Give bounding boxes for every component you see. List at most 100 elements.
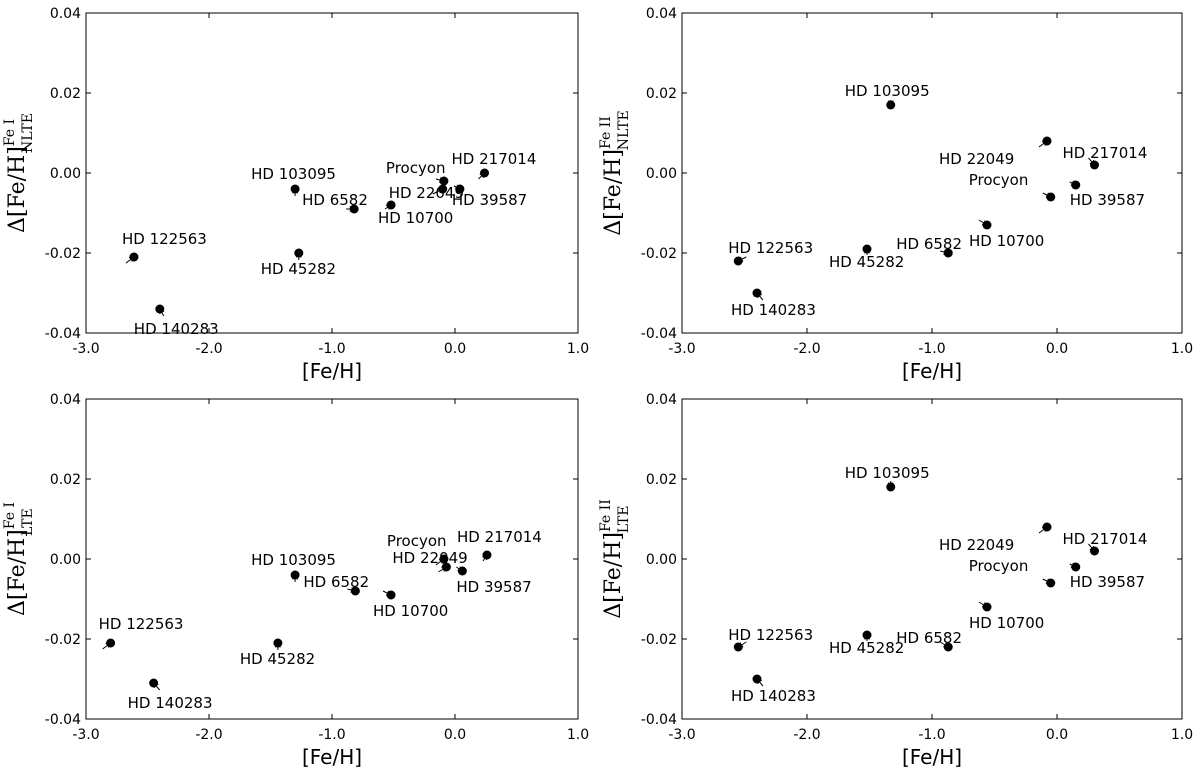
data-point [386,200,396,210]
x-axis-label: [Fe/H] [302,359,362,383]
point-label: HD 10700 [969,232,1044,250]
plot-frame [681,12,1183,334]
point-label: HD 103095 [845,82,930,100]
x-tick-label: -1.0 [918,341,945,357]
y-axis-label-main: Δ[Fe/H] [601,532,626,619]
data-point [290,570,300,580]
data-point [1090,546,1099,556]
x-tick-label: -3.0 [72,727,99,743]
y-tick-label: -0.04 [45,712,81,728]
x-tick-label: -1.0 [318,341,345,357]
x-tick-label: 1.0 [1171,727,1193,743]
x-tick-label: -2.0 [195,727,222,743]
data-point [273,638,283,648]
x-axis-label: [Fe/H] [902,745,962,769]
chart-panel-top-left: -3.0 -2.0 -1.0 0.0 1.0 -0.04 -0.02 0.00 0.02 0.04… [2,6,589,383]
point-label: HD 122563 [728,239,813,257]
data-point [1071,180,1081,190]
point-label: Procyon [969,557,1029,575]
point-label: HD 39587 [1070,573,1145,591]
data-point [943,642,953,652]
point-label: HD 103095 [251,165,336,183]
x-tick-label: -3.0 [72,341,99,357]
x-tick-label: -1.0 [318,727,345,743]
point-label: Procyon [386,159,446,177]
data-point [1090,160,1099,170]
y-axis-label-main: Δ[Fe/H] [5,529,30,616]
point-label: HD 6582 [896,629,962,647]
data-point [1046,578,1056,588]
y-tick-label: 0.04 [50,6,81,22]
x-tick-label: -1.0 [918,727,945,743]
x-tick-label: 1.0 [1171,341,1193,357]
y-tick-label: -0.02 [45,632,81,648]
data-point [943,248,953,258]
data-point [1071,562,1081,572]
y-tick-label: 0.02 [646,472,677,488]
point-label: HD 45282 [240,650,315,668]
data-point [733,256,743,266]
y-axis-label: Δ[Fe/H]Fe II LTE [598,499,632,618]
x-tick-label: 1.0 [567,341,589,357]
point-label: HD 6582 [896,235,962,253]
y-axis-label-main: Δ[Fe/H] [5,146,30,233]
data-point [294,248,304,258]
y-axis-label-sup: Fe II [598,116,614,149]
data-point [862,630,872,640]
y-tick-label: 0.02 [50,86,81,102]
y-axis-label-sub: NLTE [20,113,36,153]
point-label: HD 122563 [122,230,207,248]
chart-panel-bottom-left: -3.0 -2.0 -1.0 0.0 1.0 -0.04 -0.02 0.00 0.02 0.04… [2,392,589,769]
x-tick-label: -2.0 [195,341,222,357]
y-tick-label: -0.02 [641,246,677,262]
y-axis-label-sub: LTE [616,506,632,534]
point-label: HD 122563 [99,615,184,633]
point-label: HD 217014 [1063,530,1148,548]
y-axis-label: Δ[Fe/H]Fe II NLTE [598,110,632,235]
data-point [862,244,872,254]
y-tick-label: 0.00 [646,552,677,568]
point-label: HD 140283 [134,320,219,338]
y-tick-label: -0.02 [641,632,677,648]
data-point [982,220,992,230]
data-point [1046,192,1056,202]
data-point [1042,136,1052,146]
data-point [441,562,451,572]
x-tick-label: -2.0 [793,341,820,357]
data-point [1042,522,1052,532]
point-label: HD 45282 [829,253,904,271]
point-label: HD 140283 [128,694,213,712]
y-axis-label-sup: Fe I [2,119,18,146]
x-tick-label: -2.0 [793,727,820,743]
y-tick-label: 0.04 [646,6,677,22]
data-point [350,586,360,596]
x-tick-label: 0.0 [1046,341,1068,357]
plot-frame [681,398,1183,720]
y-axis-label-sup: Fe II [598,499,614,532]
data-point [155,304,165,314]
point-label: HD 22049 [939,536,1014,554]
point-label: HD 217014 [457,528,542,546]
x-tick-label: 1.0 [567,727,589,743]
point-label: HD 140283 [731,301,816,319]
y-tick-label: -0.04 [641,326,677,342]
point-label: HD 10700 [969,614,1044,632]
y-tick-label: 0.00 [50,552,81,568]
data-point [438,184,448,194]
point-label: HD 45282 [261,260,336,278]
point-label: HD 140283 [731,687,816,705]
data-point [290,184,300,194]
point-label: HD 217014 [452,150,537,168]
chart-panel-bottom-right: -3.0 -2.0 -1.0 0.0 1.0 -0.04 -0.02 0.00 0.02 0.04… [598,392,1193,769]
y-axis-label-sub: LTE [20,508,36,536]
point-label: HD 22049 [392,549,467,567]
data-point [752,288,762,298]
data-point [386,590,396,600]
point-label: Procyon [969,171,1029,189]
y-tick-label: 0.02 [50,472,81,488]
chart-panel-top-right: -3.0 -2.0 -1.0 0.0 1.0 -0.04 -0.02 0.00 0.02 0.04… [598,6,1193,383]
point-label: HD 22049 [939,150,1014,168]
data-point [439,176,449,186]
point-label: HD 103095 [251,551,336,569]
x-axis-label: [Fe/H] [302,745,362,769]
